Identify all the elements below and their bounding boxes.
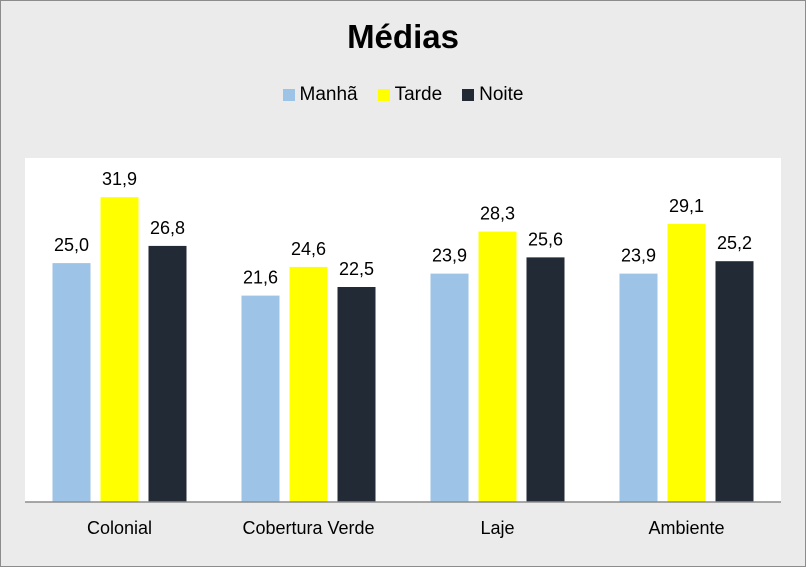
bar-2-2 [526, 257, 565, 502]
category-label-2: Laje [480, 518, 514, 538]
category-label-0: Colonial [87, 518, 152, 538]
data-label-0-2: 26,8 [150, 218, 185, 238]
data-label-2-1: 28,3 [480, 204, 515, 224]
legend-item-manha: Manhã [282, 84, 358, 106]
data-label-1-0: 21,6 [243, 268, 278, 288]
bar-1-0 [241, 295, 280, 502]
data-label-3-0: 23,9 [621, 246, 656, 266]
bar-3-1 [667, 223, 706, 502]
chart-title: Médias [347, 18, 459, 55]
data-label-2-0: 23,9 [432, 246, 467, 266]
category-label-1: Cobertura Verde [242, 518, 374, 538]
bar-3-2 [715, 261, 754, 502]
bar-1-2 [337, 287, 376, 502]
bar-2-0 [430, 273, 469, 502]
bar-1-1 [289, 266, 328, 502]
legend-item-tarde: Tarde [377, 84, 443, 106]
bar-0-2 [148, 245, 187, 502]
legend-swatch-tarde [377, 89, 390, 101]
data-label-1-2: 22,5 [339, 259, 374, 279]
bar-0-0 [52, 263, 91, 502]
data-label-2-2: 25,6 [528, 229, 563, 249]
data-label-0-0: 25,0 [54, 235, 89, 255]
legend-swatch-noite [462, 89, 475, 101]
bar-3-0 [619, 273, 658, 502]
legend-label-manha: Manhã [299, 84, 358, 105]
legend-label-noite: Noite [479, 84, 524, 105]
data-label-1-1: 24,6 [291, 239, 326, 259]
legend: Manhã Tarde Noite [0, 84, 806, 106]
legend-label-tarde: Tarde [394, 84, 443, 105]
data-label-3-2: 25,2 [717, 233, 752, 253]
data-label-3-1: 29,1 [669, 196, 704, 216]
legend-item-noite: Noite [462, 84, 524, 106]
bar-0-1 [100, 197, 139, 502]
legend-swatch-manha [282, 89, 295, 101]
data-label-0-1: 31,9 [102, 169, 137, 189]
bar-2-1 [478, 231, 517, 503]
category-label-3: Ambiente [648, 518, 724, 538]
